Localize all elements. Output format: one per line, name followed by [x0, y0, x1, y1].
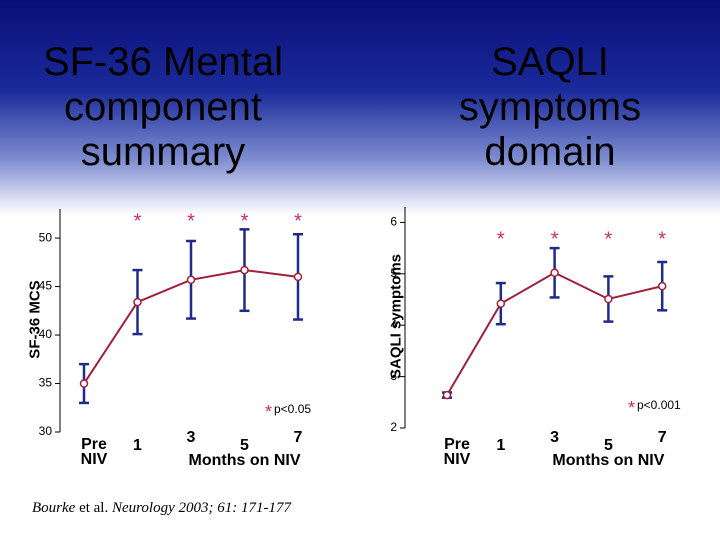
y-tick-label: 3: [390, 369, 397, 383]
legend-label: p<0.05: [274, 402, 311, 416]
x-tick-label: 3: [550, 429, 560, 446]
y-tick-label: 35: [39, 376, 53, 390]
data-point: [604, 294, 613, 304]
significance-marker: *: [241, 210, 249, 232]
data-point: [79, 379, 89, 388]
x-axis-title: Months on NIV: [188, 452, 301, 469]
y-tick-label: 6: [390, 215, 397, 229]
x-tick-label: Pre NIV: [443, 436, 471, 468]
citation-etal: et al.: [79, 500, 109, 516]
y-axis-label: SF-36 MCS: [26, 279, 44, 359]
y-tick-label: 50: [39, 230, 53, 244]
y-tick-label: 4: [390, 317, 397, 331]
data-point: [133, 297, 142, 307]
citation-author: Bourke: [32, 500, 76, 516]
data-point: [496, 299, 506, 308]
x-tick-label: 1: [496, 437, 506, 454]
chart-title: SAQLI symptoms domain: [458, 40, 642, 174]
x-tick-label: 7: [657, 429, 667, 446]
x-tick-label: 5: [240, 437, 249, 454]
significance-marker: *: [187, 210, 195, 232]
legend-marker: *: [265, 402, 272, 422]
y-tick-label: 40: [39, 327, 53, 341]
x-tick-label: 7: [293, 429, 303, 446]
data-point: [550, 268, 559, 278]
data-point: [186, 275, 196, 285]
y-tick-label: 2: [390, 420, 397, 434]
x-axis-title: Months on NIV: [552, 452, 665, 469]
significance-marker: *: [294, 210, 302, 232]
y-tick-label: 45: [39, 279, 53, 293]
y-tick-label: 5: [390, 266, 397, 280]
citation-source: Neurology 2003; 61: 171-177: [111, 500, 291, 516]
x-tick-label: 3: [186, 429, 196, 446]
data-point: [240, 265, 249, 275]
x-tick-label: 1: [133, 437, 142, 454]
citation: Bourke et al. Neurology 2003; 61: 171-17…: [32, 500, 291, 517]
significance-marker: *: [497, 228, 505, 250]
significance-marker: *: [551, 228, 559, 250]
data-point: [657, 281, 667, 291]
y-tick-label: 30: [39, 424, 53, 438]
data-point: [442, 390, 452, 400]
x-tick-label: Pre NIV: [80, 436, 108, 468]
significance-marker: *: [658, 228, 666, 250]
legend-marker: *: [628, 398, 635, 418]
significance-marker: *: [605, 228, 613, 250]
significance-marker: *: [134, 210, 142, 232]
chart-title: SF-36 Mental component summary: [42, 40, 284, 174]
y-axis-label: SAQLI symptoms: [387, 253, 405, 379]
legend-label: p<0.001: [637, 398, 681, 412]
data-point: [293, 272, 303, 282]
x-tick-label: 5: [603, 437, 613, 454]
